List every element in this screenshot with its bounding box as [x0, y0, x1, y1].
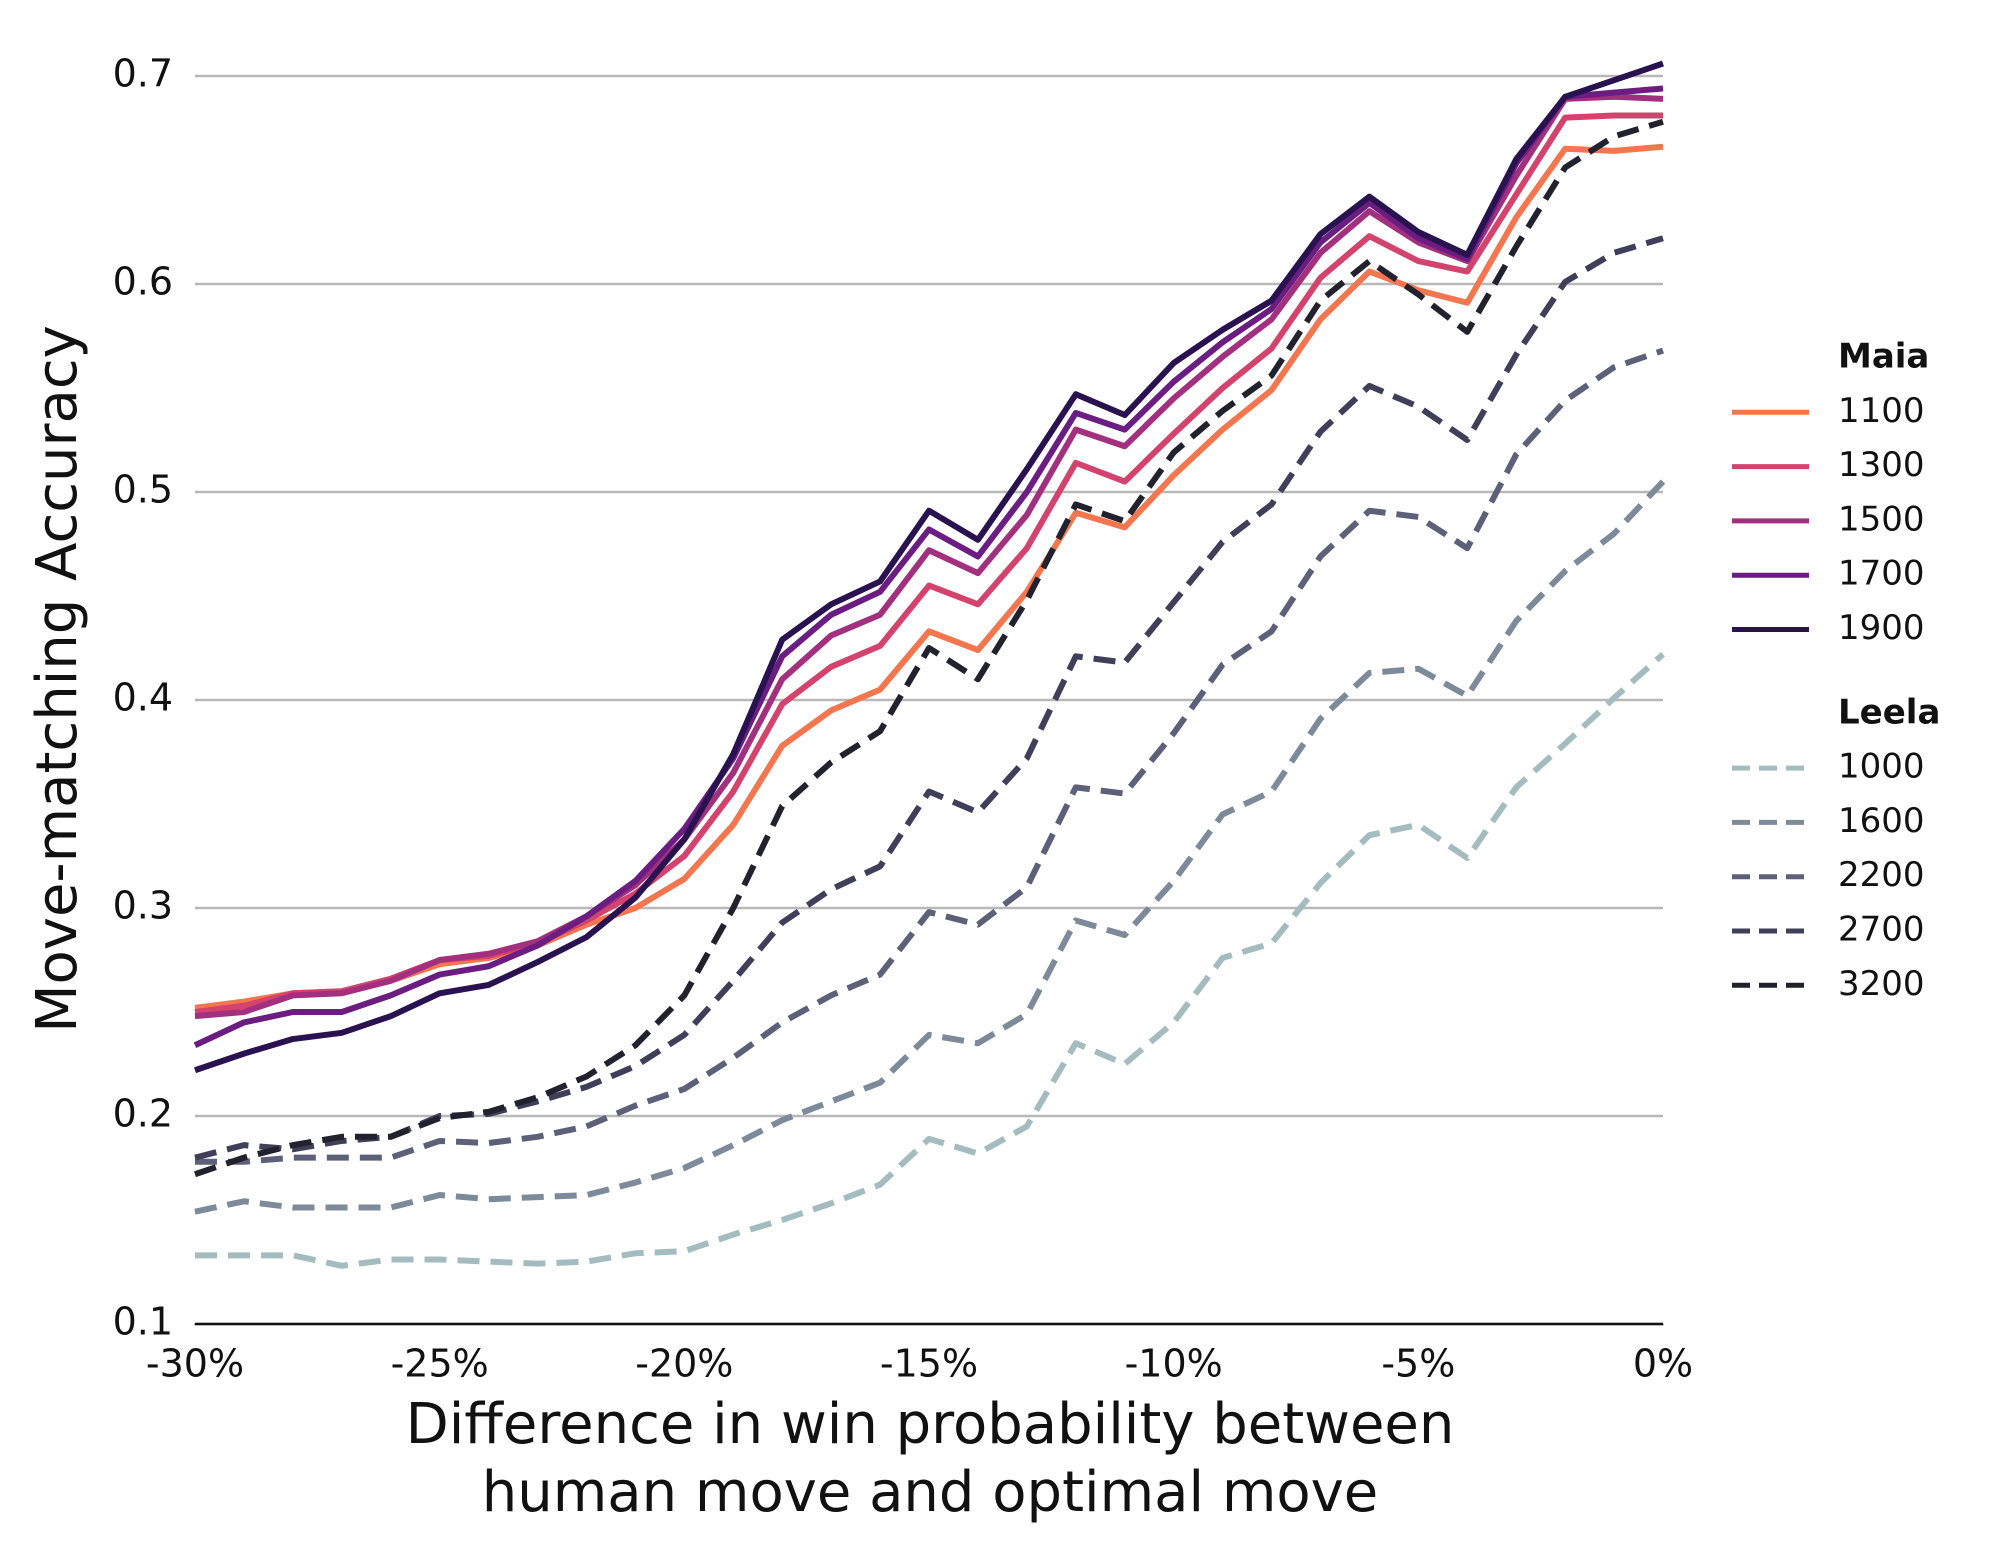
series-line	[195, 652, 1665, 1269]
series-line	[195, 347, 1664, 1165]
legend-label: 1300	[1838, 445, 1925, 485]
series-line	[194, 60, 1664, 1074]
legend-label: 1600	[1838, 801, 1925, 841]
series-line	[194, 93, 1664, 1020]
x-axis-label: human move and optimal move	[482, 1460, 1378, 1525]
y-tick-label: 0.7	[113, 52, 173, 96]
series-line	[194, 235, 1664, 1161]
y-tick-label: 0.2	[113, 1092, 173, 1136]
x-tick-label: -15%	[880, 1342, 978, 1386]
y-tick-label: 0.3	[113, 884, 173, 928]
series-line	[194, 118, 1664, 1178]
legend-label: 3200	[1838, 964, 1925, 1004]
legend-label: 1000	[1838, 747, 1925, 787]
x-tick-label: -5%	[1381, 1342, 1455, 1386]
series-line	[194, 479, 1666, 1215]
x-tick-label: -20%	[635, 1342, 733, 1386]
y-tick-label: 0.6	[113, 260, 173, 304]
x-tick-label: -25%	[391, 1342, 489, 1386]
legend-label: 1900	[1838, 608, 1925, 648]
y-tick-label: 0.1	[113, 1300, 173, 1344]
legend-label: 1700	[1838, 554, 1925, 594]
y-axis-label: Move-matching Accuracy	[25, 325, 90, 1033]
x-tick-label: -10%	[1125, 1342, 1223, 1386]
x-tick-label: -30%	[146, 1342, 244, 1386]
legend-title: Leela	[1838, 692, 1940, 732]
legend-label: 2200	[1838, 855, 1925, 895]
x-axis-label: Difference in win probability between	[406, 1392, 1455, 1457]
legend-label: 1100	[1838, 391, 1925, 431]
x-tick-label: 0%	[1633, 1342, 1693, 1386]
y-tick-label: 0.4	[113, 676, 173, 720]
series-line	[194, 143, 1664, 1011]
series-line	[193, 85, 1664, 1048]
legend-label: 1500	[1838, 499, 1925, 539]
legend-title: Maia	[1838, 337, 1929, 377]
y-tick-label: 0.5	[113, 468, 173, 512]
legend-label: 2700	[1838, 910, 1925, 950]
